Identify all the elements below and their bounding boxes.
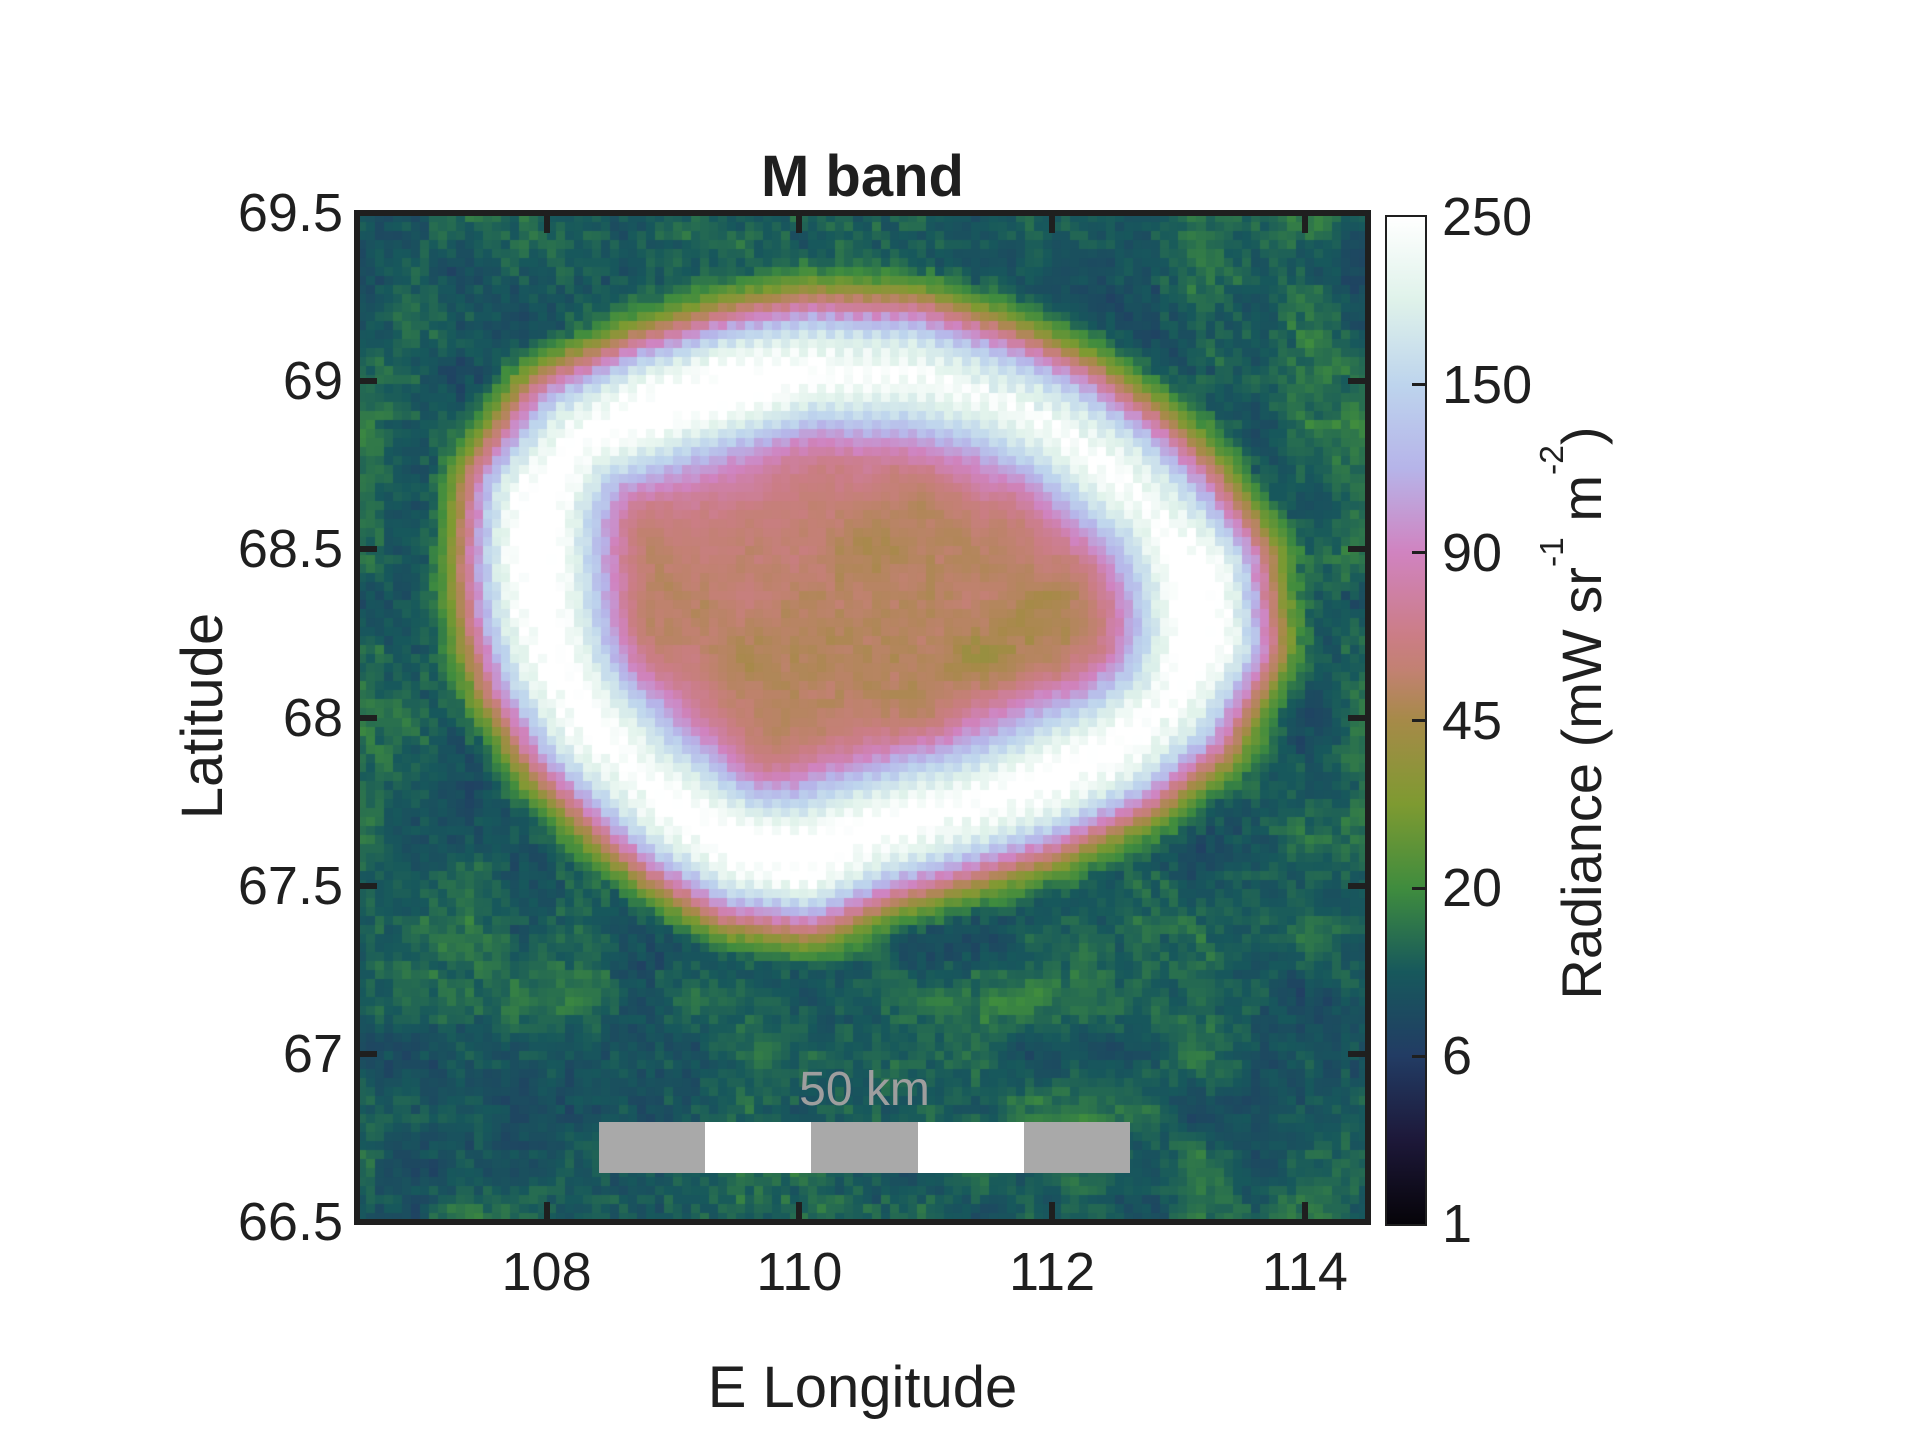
y-axis-label: Latitude	[170, 612, 235, 820]
x-tick-label: 112	[1009, 1242, 1096, 1302]
scale-bar	[599, 1122, 1131, 1173]
colorbar-tick-label: 6	[1442, 1026, 1473, 1087]
colorbar-axis-label: Radiance (mW sr-1 m-2)	[1534, 263, 1613, 1163]
y-tick-label: 66.5	[237, 1192, 343, 1252]
axis-tick	[357, 378, 377, 385]
axis-tick	[1049, 213, 1056, 233]
cb-label-sup2: -2	[1533, 445, 1571, 475]
axis-tick	[1348, 1050, 1368, 1057]
scale-bar-segment	[811, 1122, 918, 1173]
y-tick-label: 69.5	[237, 183, 343, 243]
colorbar-tick-label: 90	[1442, 522, 1503, 583]
axis-tick	[357, 1050, 377, 1057]
axis-tick	[1348, 882, 1368, 889]
cb-label-part1: Radiance (mW sr	[1550, 567, 1613, 1000]
colorbar-tick	[1412, 551, 1425, 555]
colorbar-tick-label: 45	[1442, 690, 1503, 751]
x-tick-label: 110	[756, 1242, 843, 1302]
colorbar-tick	[1412, 1054, 1425, 1058]
cb-label-sup1: -1	[1533, 537, 1571, 568]
colorbar-tick-label: 250	[1442, 187, 1533, 247]
y-tick-label: 67	[282, 1023, 343, 1084]
x-tick-label: 114	[1261, 1242, 1348, 1302]
chart-title: M band	[761, 144, 964, 209]
axis-tick	[1348, 546, 1368, 553]
axis-tick	[357, 882, 377, 889]
scale-bar-segment	[917, 1122, 1024, 1173]
y-tick-label: 67.5	[237, 855, 343, 916]
colorbar-tick-label: 20	[1442, 858, 1503, 919]
axis-tick	[357, 714, 377, 721]
scale-bar-segment	[599, 1122, 706, 1173]
axis-tick	[357, 546, 377, 553]
colorbar-tick-label: 1	[1442, 1194, 1473, 1254]
scale-bar-segment	[1023, 1122, 1131, 1173]
cb-label-part2: m	[1550, 474, 1613, 538]
axis-tick	[796, 1202, 803, 1222]
colorbar-tick	[1412, 383, 1425, 387]
axis-tick	[1301, 1202, 1308, 1222]
y-tick-label: 68	[282, 687, 343, 748]
axis-tick	[796, 213, 803, 233]
heatmap-canvas	[357, 213, 1368, 1222]
axis-tick	[1348, 714, 1368, 721]
axis-tick	[543, 1202, 550, 1222]
colorbar-tick	[1412, 719, 1425, 722]
colorbar-tick	[1412, 886, 1425, 890]
scale-bar-segment	[705, 1122, 812, 1173]
y-tick-label: 69	[282, 351, 343, 412]
y-tick-label: 68.5	[237, 519, 343, 580]
axis-tick	[1348, 378, 1368, 385]
x-axis-label: E Longitude	[707, 1355, 1018, 1420]
axis-tick	[1301, 213, 1308, 233]
x-tick-label: 108	[501, 1242, 592, 1302]
colorbar-tick-label: 150	[1442, 354, 1533, 415]
scale-bar-label: 50 km	[799, 1063, 930, 1116]
colorbar	[1385, 215, 1427, 1226]
cb-label-part3: )	[1550, 426, 1613, 446]
axis-tick	[1049, 1202, 1056, 1222]
axis-tick	[543, 213, 550, 233]
